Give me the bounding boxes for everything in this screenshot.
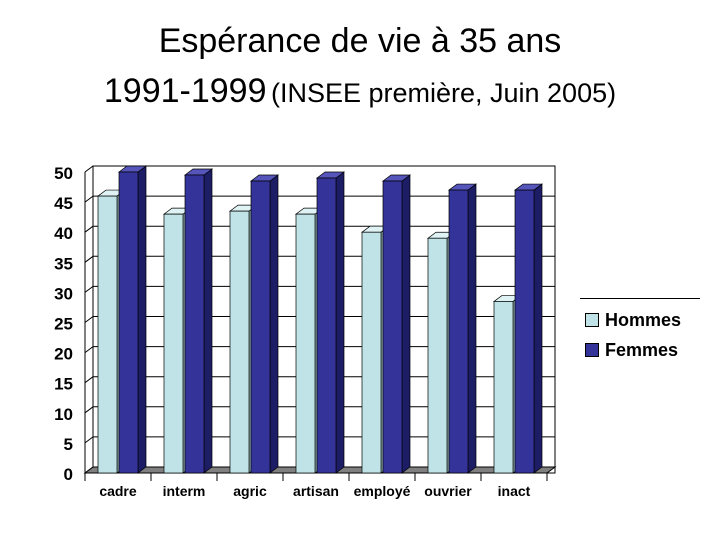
- bar-femmes: [118, 171, 139, 474]
- chart-title-years: 1991-1999: [103, 72, 267, 110]
- gridline-depth: [84, 376, 94, 384]
- bar-femmes: [316, 177, 337, 474]
- bar-hommes: [295, 213, 316, 474]
- gridline-depth: [84, 316, 94, 323]
- x-tick-label: inact: [498, 483, 531, 499]
- legend-swatch-femmes: [585, 343, 599, 357]
- x-tick-label: cadre: [99, 483, 137, 499]
- gridline-depth: [84, 285, 94, 293]
- y-tick-label: 20: [54, 345, 73, 364]
- gridline-depth: [84, 346, 94, 354]
- legend-label-femmes: Femmes: [605, 339, 679, 360]
- legend-label-hommes: Hommes: [605, 309, 682, 330]
- bar-femmes: [514, 189, 535, 474]
- y-tick-label: 35: [54, 254, 73, 273]
- legend: Hommes Femmes: [585, 305, 681, 365]
- bar-hommes: [163, 213, 184, 474]
- y-tick-label: 45: [54, 194, 73, 213]
- x-tick-label: agric: [233, 483, 267, 499]
- y-tick-label: 0: [64, 465, 73, 484]
- y-tick-label: 5: [64, 435, 73, 454]
- bar-femmes: [382, 180, 403, 474]
- y-tick-label: 15: [54, 375, 73, 394]
- bar-hommes: [361, 231, 382, 474]
- y-tick-label: 50: [54, 164, 73, 183]
- x-tick-label: employé: [354, 483, 411, 499]
- bar-femmes-side: [269, 174, 279, 474]
- y-tick-label: 30: [54, 284, 73, 303]
- bar-femmes-side: [203, 168, 213, 474]
- gridline-depth: [84, 406, 94, 414]
- chart-title-line2: 1991-1999 (INSEE première, Juin 2005): [0, 72, 720, 111]
- gridline-depth: [84, 436, 94, 444]
- gridline-depth: [84, 255, 94, 263]
- y-tick-label: 10: [54, 405, 73, 424]
- bar-femmes-side: [533, 183, 543, 474]
- bar-femmes: [184, 174, 205, 474]
- gridline-depth: [84, 225, 94, 233]
- bar-hommes: [229, 210, 250, 474]
- legend-item-hommes: Hommes: [585, 305, 681, 335]
- legend-divider: [580, 298, 700, 299]
- legend-swatch-hommes: [585, 313, 599, 327]
- x-tick-label: artisan: [293, 483, 339, 499]
- gridline-depth: [84, 195, 94, 203]
- bar-hommes: [427, 237, 448, 474]
- y-tick-label: 40: [54, 224, 73, 243]
- bar-femmes-side: [467, 183, 477, 474]
- bar-femmes-side: [335, 171, 345, 474]
- chart-title-line1: Espérance de vie à 35 ans: [158, 22, 562, 60]
- bar-hommes: [97, 195, 118, 474]
- y-tick-label: 25: [54, 315, 73, 334]
- bar-femmes-side: [401, 174, 411, 474]
- bar-femmes: [448, 189, 469, 474]
- bar-femmes-side: [137, 165, 147, 474]
- chart-title-source: (INSEE première, Juin 2005): [270, 78, 617, 108]
- legend-item-femmes: Femmes: [585, 335, 681, 365]
- bar-femmes: [250, 180, 271, 474]
- x-tick-label: interm: [163, 483, 206, 499]
- gridline-depth: [84, 165, 94, 173]
- bar-hommes: [493, 301, 514, 474]
- x-tick-label: ouvrier: [424, 483, 472, 499]
